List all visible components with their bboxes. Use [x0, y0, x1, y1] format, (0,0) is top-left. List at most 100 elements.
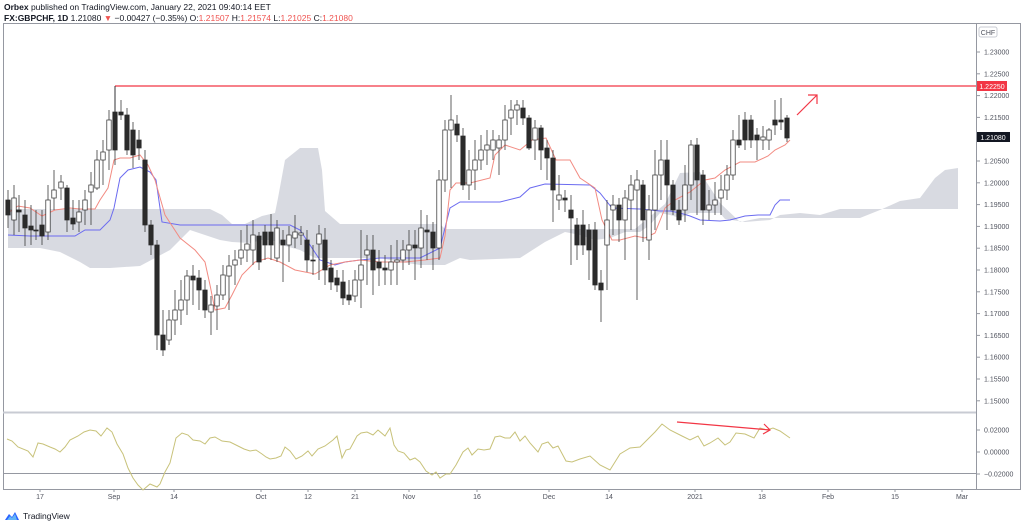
bearish-candle[interactable]	[742, 119, 748, 141]
candlestick-series[interactable]	[5, 86, 790, 356]
bearish-candle[interactable]	[118, 111, 124, 116]
bullish-candle[interactable]	[556, 194, 562, 201]
bearish-candle[interactable]	[640, 184, 646, 221]
bearish-candle[interactable]	[544, 147, 550, 159]
bullish-candle[interactable]	[45, 199, 51, 233]
bearish-candle[interactable]	[322, 239, 328, 271]
bearish-candle[interactable]	[592, 229, 598, 286]
bearish-candle[interactable]	[778, 119, 784, 123]
bearish-candle[interactable]	[22, 214, 28, 229]
bullish-candle[interactable]	[436, 179, 442, 249]
bearish-candle[interactable]	[5, 199, 11, 216]
bearish-candle[interactable]	[16, 209, 22, 213]
price-axis[interactable]: 1.230001.225001.220001.215001.210001.205…	[976, 50, 1009, 406]
bullish-candle[interactable]	[51, 189, 57, 199]
bearish-candle[interactable]	[586, 229, 592, 251]
bearish-candle[interactable]	[424, 229, 430, 233]
time-axis[interactable]: 17 Sep 14 Oct 12 21 Nov 16 Dec 14 2021 18 Feb 15 Mar	[36, 489, 969, 501]
bullish-candle[interactable]	[232, 259, 238, 266]
bearish-candle[interactable]	[676, 209, 682, 221]
bearish-candle[interactable]	[28, 225, 34, 231]
bearish-candle[interactable]	[154, 244, 160, 336]
bearish-candle[interactable]	[33, 229, 39, 232]
bullish-candle[interactable]	[106, 119, 112, 151]
bearish-candle[interactable]	[772, 119, 778, 126]
bullish-candle[interactable]	[214, 294, 220, 307]
publisher-name[interactable]: Orbex	[4, 2, 29, 12]
bullish-candle[interactable]	[724, 174, 730, 191]
bullish-candle[interactable]	[352, 279, 358, 297]
bearish-candle[interactable]	[520, 107, 526, 119]
bullish-candle[interactable]	[604, 219, 610, 246]
bullish-candle[interactable]	[496, 139, 502, 149]
bearish-candle[interactable]	[376, 261, 382, 269]
bullish-candle[interactable]	[220, 274, 226, 296]
symbol-name[interactable]: FX:GBPCHF, 1D	[4, 13, 69, 23]
bearish-candle[interactable]	[370, 249, 376, 271]
bullish-candle[interactable]	[58, 181, 64, 189]
bearish-candle[interactable]	[454, 123, 460, 136]
bullish-candle[interactable]	[760, 136, 766, 141]
bullish-candle[interactable]	[484, 144, 490, 151]
bearish-candle[interactable]	[748, 119, 754, 141]
bearish-candle[interactable]	[112, 111, 118, 151]
bullish-candle[interactable]	[406, 244, 412, 251]
bullish-candle[interactable]	[178, 299, 184, 311]
bearish-candle[interactable]	[304, 239, 310, 261]
bullish-candle[interactable]	[94, 159, 100, 189]
bullish-candle[interactable]	[100, 151, 106, 161]
bullish-candle[interactable]	[622, 197, 628, 221]
bullish-candle[interactable]	[652, 174, 658, 211]
bullish-candle[interactable]	[184, 275, 190, 301]
bullish-candle[interactable]	[532, 127, 538, 141]
bearish-candle[interactable]	[580, 224, 586, 246]
bearish-candle[interactable]	[196, 277, 202, 291]
bullish-candle[interactable]	[688, 144, 694, 186]
bearish-candle[interactable]	[136, 139, 142, 149]
bearish-candle[interactable]	[202, 289, 208, 311]
bullish-candle[interactable]	[712, 199, 718, 206]
bullish-candle[interactable]	[502, 119, 508, 141]
bearish-candle[interactable]	[334, 277, 340, 286]
bullish-candle[interactable]	[394, 259, 400, 263]
bullish-candle[interactable]	[316, 233, 322, 245]
bearish-candle[interactable]	[562, 197, 568, 201]
bearish-candle[interactable]	[568, 209, 574, 219]
bearish-candle[interactable]	[70, 217, 76, 225]
bearish-candle[interactable]	[694, 144, 700, 181]
bullish-candle[interactable]	[82, 199, 88, 211]
bearish-candle[interactable]	[256, 235, 262, 263]
bearish-candle[interactable]	[64, 187, 70, 221]
bullish-candle[interactable]	[478, 149, 484, 161]
bullish-candle[interactable]	[208, 304, 214, 313]
bearish-candle[interactable]	[736, 139, 742, 146]
bullish-candle[interactable]	[448, 119, 454, 131]
bullish-candle[interactable]	[172, 309, 178, 321]
bearish-candle[interactable]	[550, 157, 556, 191]
bearish-candle[interactable]	[430, 231, 436, 249]
bearish-candle[interactable]	[700, 174, 706, 211]
bearish-candle[interactable]	[160, 334, 166, 351]
bullish-candle[interactable]	[292, 231, 298, 239]
bullish-candle[interactable]	[682, 184, 688, 211]
bullish-candle[interactable]	[508, 109, 514, 119]
bearish-candle[interactable]	[784, 117, 790, 139]
bullish-candle[interactable]	[358, 264, 364, 281]
bearish-candle[interactable]	[190, 275, 196, 281]
bearish-candle[interactable]	[574, 224, 580, 246]
bullish-candle[interactable]	[238, 249, 244, 259]
bullish-candle[interactable]	[364, 249, 370, 256]
bullish-candle[interactable]	[766, 129, 772, 141]
bullish-candle[interactable]	[730, 139, 736, 176]
bullish-candle[interactable]	[250, 234, 256, 251]
bearish-candle[interactable]	[124, 114, 130, 151]
bullish-candle[interactable]	[718, 189, 724, 199]
bullish-candle[interactable]	[610, 204, 616, 211]
bearish-candle[interactable]	[670, 184, 676, 211]
bullish-candle[interactable]	[11, 197, 17, 221]
bearish-candle[interactable]	[346, 294, 352, 301]
bullish-candle[interactable]	[442, 129, 448, 181]
bearish-candle[interactable]	[598, 282, 604, 291]
bearish-candle[interactable]	[754, 134, 760, 141]
bullish-candle[interactable]	[628, 184, 634, 201]
